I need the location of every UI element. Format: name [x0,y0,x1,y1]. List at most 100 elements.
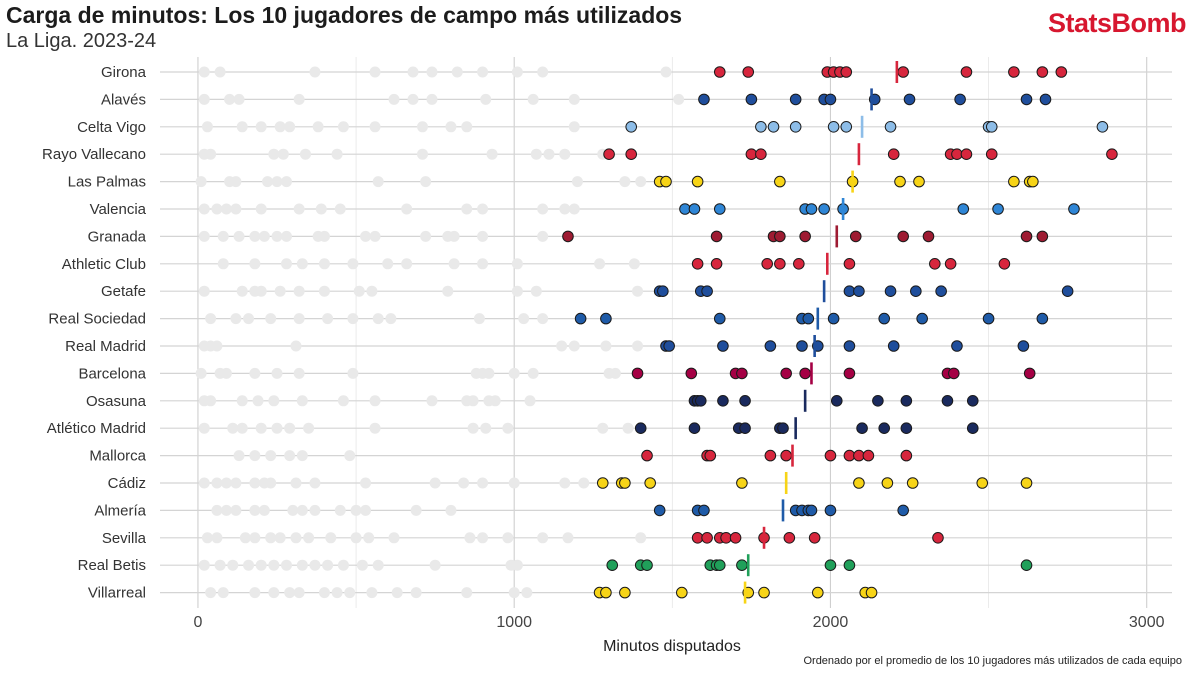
other-player-dot [344,587,356,599]
other-player-dot [331,148,343,160]
other-player-dot [467,422,479,434]
other-player-dot [255,121,267,133]
other-player-dot [477,230,489,242]
other-player-dot [236,395,248,407]
other-player-dot [277,148,289,160]
other-player-dot [369,230,381,242]
top-player-dot [941,395,954,407]
other-player-dot [290,340,302,352]
other-player-dot [388,532,400,544]
other-player-dot [290,532,302,544]
top-player-dot [840,121,853,133]
other-player-dot [265,532,277,544]
other-player-dot [227,422,239,434]
other-player-dot [312,121,324,133]
other-player-dot [473,313,485,325]
top-player-dot [698,504,710,517]
top-player-dot [843,559,856,572]
other-player-dot [239,532,251,544]
other-player-dot [284,121,296,133]
team-row: Las Palmas [68,170,1172,193]
top-player-dot [631,367,644,380]
other-player-dot [258,504,270,516]
top-player-dot [922,230,935,243]
top-player-dot [742,66,755,78]
top-player-dot [887,148,900,160]
top-player-dot [619,477,631,489]
other-player-dot [337,559,349,571]
top-player-dot [1036,66,1049,78]
top-player-dot [887,340,900,352]
other-player-dot [249,504,261,516]
top-player-dot [755,121,767,133]
top-player-dot [884,121,897,133]
top-player-dot [853,477,865,489]
other-player-dot [271,176,283,188]
other-player-dot [318,285,330,297]
other-player-dot [632,340,644,352]
other-player-dot [334,504,346,516]
other-player-dot [230,313,242,325]
other-player-dot [597,422,609,434]
top-player-dot [910,285,922,298]
team-row: Athletic Club [62,252,1172,275]
other-player-dot [293,587,305,599]
top-player-dot [1020,559,1033,572]
other-player-dot [467,395,479,407]
other-player-dot [220,367,232,379]
other-player-dot [296,450,308,462]
other-player-dot [230,176,242,188]
top-player-dot [1096,121,1109,133]
other-player-dot [537,66,549,78]
team-label: Almería [94,502,146,519]
other-player-dot [619,176,631,188]
other-player-dot [537,313,549,325]
team-label: Rayo Vallecano [42,146,146,163]
top-player-dot [774,258,786,270]
top-player-dot [625,148,638,160]
other-player-dot [198,66,210,78]
top-player-dot [805,504,818,517]
top-player-dot [1023,367,1036,380]
other-player-dot [366,285,378,297]
other-player-dot [416,121,428,133]
other-player-dot [445,504,457,516]
other-player-dot [214,66,226,78]
top-player-dot [966,395,979,407]
other-player-dot [236,121,248,133]
top-player-dot [1106,148,1118,160]
top-player-dot [1027,175,1039,188]
other-player-dot [224,93,236,105]
other-player-dot [249,532,261,544]
other-player-dot [508,587,520,599]
top-player-dot [818,203,830,215]
top-player-dot [713,203,726,215]
other-player-dot [198,203,210,215]
other-player-dot [249,258,261,270]
other-player-dot [527,367,539,379]
top-player-dot [884,285,897,298]
top-player-dot [774,175,786,188]
other-player-dot [448,230,460,242]
top-player-dot [998,258,1011,270]
top-player-dot [808,532,821,544]
top-player-dot [685,367,698,380]
x-tick-label: 0 [193,614,202,631]
top-player-dot [1036,312,1049,325]
team-label: Girona [101,64,147,81]
other-player-dot [281,559,292,571]
other-player-dot [211,504,223,516]
other-player-dot [281,176,292,188]
top-player-dot [736,477,748,489]
top-player-dot [761,258,774,270]
other-player-dot [249,230,261,242]
top-player-dot [704,449,717,462]
top-player-dot [827,312,840,325]
other-player-dot [559,148,571,160]
team-row: Celta Vigo [77,115,1172,138]
team-label: Valencia [90,201,147,218]
top-player-dot [824,449,837,462]
top-player-dot [843,367,856,380]
other-player-dot [477,66,489,78]
top-player-dot [789,93,802,106]
